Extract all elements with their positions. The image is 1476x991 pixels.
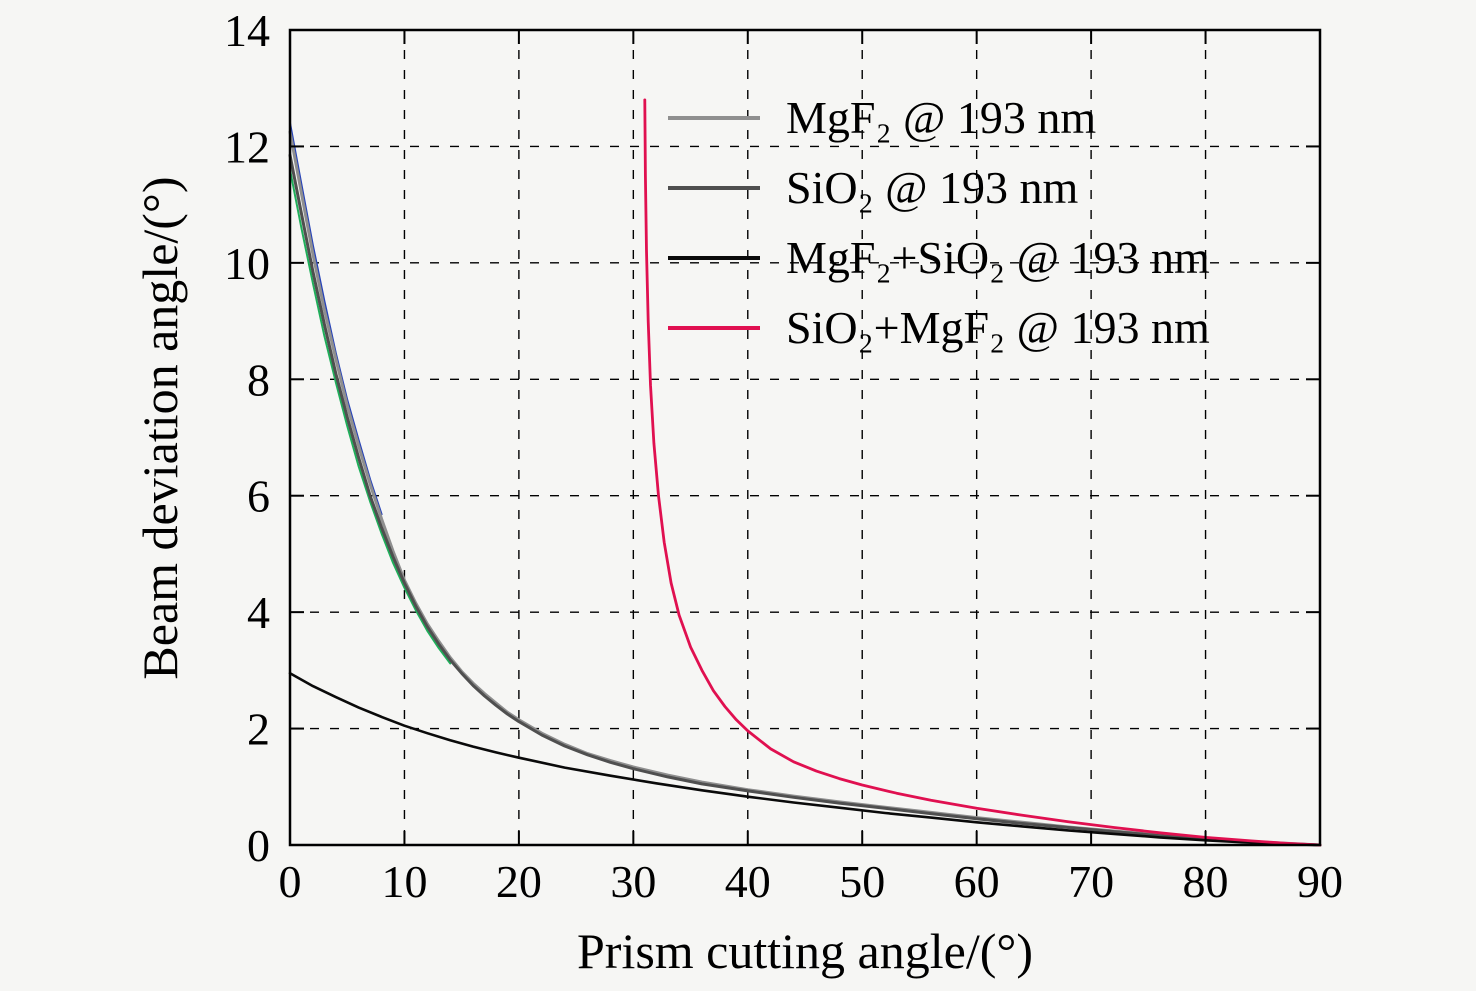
x-tick-label: 70 bbox=[1068, 856, 1114, 907]
y-tick-label: 2 bbox=[247, 704, 270, 755]
legend-label: MgF₂ @ 193 nm bbox=[786, 92, 1097, 143]
y-tick-label: 12 bbox=[224, 121, 270, 172]
x-tick-label: 10 bbox=[381, 856, 427, 907]
y-tick-label: 8 bbox=[247, 354, 270, 405]
y-tick-label: 10 bbox=[224, 238, 270, 289]
legend-line-sample bbox=[668, 256, 760, 260]
x-tick-label: 90 bbox=[1297, 856, 1343, 907]
legend-label: SiO₂+MgF₂ @ 193 nm bbox=[786, 302, 1210, 353]
series-path-blue-overlap-trace bbox=[289, 122, 383, 516]
legend-label: MgF₂+SiO₂ @ 193 nm bbox=[786, 232, 1210, 283]
y-tick-label: 0 bbox=[247, 820, 270, 871]
y-axis-title: Beam deviation angle/(°) bbox=[132, 176, 188, 680]
x-tick-label: 0 bbox=[279, 856, 302, 907]
series-path-green-overlap-trace bbox=[289, 168, 452, 665]
legend-line-sample bbox=[668, 116, 760, 120]
legend-item: MgF₂+SiO₂ @ 193 nm bbox=[668, 226, 1210, 290]
legend-item: MgF₂ @ 193 nm bbox=[668, 86, 1210, 150]
y-tick-label: 14 bbox=[224, 5, 270, 56]
x-axis-title: Prism cutting angle/(°) bbox=[576, 923, 1034, 979]
x-tick-label: 60 bbox=[954, 856, 1000, 907]
legend-item: SiO₂ @ 193 nm bbox=[668, 156, 1210, 220]
series-path bbox=[643, 98, 1322, 847]
series-path bbox=[288, 153, 1322, 847]
y-tick-label: 6 bbox=[247, 471, 270, 522]
x-tick-label: 80 bbox=[1183, 856, 1229, 907]
x-tick-label: 40 bbox=[725, 856, 771, 907]
legend: MgF₂ @ 193 nm SiO₂ @ 193 nm MgF₂+SiO₂ @ 19… bbox=[668, 86, 1210, 360]
x-tick-label: 30 bbox=[610, 856, 656, 907]
x-tick-label: 50 bbox=[839, 856, 885, 907]
x-tick-label: 20 bbox=[496, 856, 542, 907]
legend-line-sample bbox=[668, 186, 760, 190]
y-tick-label: 4 bbox=[247, 587, 270, 638]
plot-frame bbox=[288, 28, 1322, 847]
legend-label: SiO₂ @ 193 nm bbox=[786, 162, 1079, 213]
legend-line-sample bbox=[668, 326, 760, 330]
legend-item: SiO₂+MgF₂ @ 193 nm bbox=[668, 296, 1210, 360]
series-path bbox=[288, 672, 1322, 847]
